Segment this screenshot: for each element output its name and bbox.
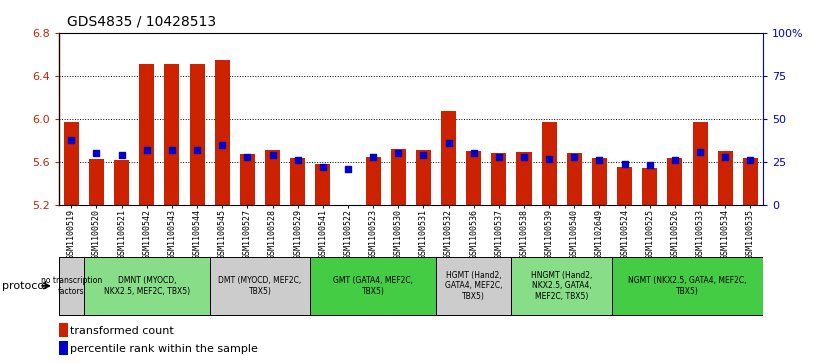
Bar bbox=[743, 158, 758, 205]
Point bbox=[291, 158, 304, 163]
Point bbox=[317, 164, 330, 170]
Text: GMT (GATA4, MEF2C,
TBX5): GMT (GATA4, MEF2C, TBX5) bbox=[333, 276, 413, 295]
Point bbox=[215, 142, 228, 148]
Point bbox=[140, 147, 153, 153]
Point bbox=[517, 154, 530, 160]
Point bbox=[668, 158, 681, 163]
Bar bbox=[466, 151, 481, 205]
Bar bbox=[617, 167, 632, 205]
Point bbox=[341, 166, 354, 172]
Bar bbox=[567, 154, 582, 205]
Bar bbox=[542, 122, 557, 205]
Point bbox=[166, 147, 179, 153]
Text: GDS4835 / 10428513: GDS4835 / 10428513 bbox=[67, 15, 216, 29]
Point bbox=[643, 163, 656, 168]
Text: NGMT (NKX2.5, GATA4, MEF2C,
TBX5): NGMT (NKX2.5, GATA4, MEF2C, TBX5) bbox=[628, 276, 747, 295]
Bar bbox=[718, 151, 733, 205]
Point bbox=[266, 152, 279, 158]
Bar bbox=[164, 64, 180, 205]
Text: transformed count: transformed count bbox=[70, 326, 174, 336]
Point bbox=[366, 154, 379, 160]
Text: HNGMT (Hand2,
NKX2.5, GATA4,
MEF2C, TBX5): HNGMT (Hand2, NKX2.5, GATA4, MEF2C, TBX5… bbox=[531, 271, 592, 301]
Point bbox=[568, 154, 581, 160]
Point bbox=[694, 149, 707, 155]
Point bbox=[744, 158, 757, 163]
Bar bbox=[310, 257, 436, 315]
Bar bbox=[59, 257, 84, 315]
Point bbox=[468, 151, 481, 156]
Point bbox=[392, 151, 405, 156]
Bar bbox=[391, 149, 406, 205]
Bar bbox=[210, 257, 310, 315]
Bar bbox=[667, 158, 682, 205]
Bar bbox=[59, 323, 68, 338]
Bar bbox=[612, 257, 763, 315]
Bar bbox=[240, 154, 255, 205]
Bar bbox=[64, 122, 79, 205]
Bar bbox=[642, 168, 658, 205]
Point bbox=[417, 152, 430, 158]
Bar bbox=[693, 122, 707, 205]
Bar bbox=[59, 341, 68, 355]
Bar bbox=[512, 257, 612, 315]
Text: DMT (MYOCD, MEF2C,
TBX5): DMT (MYOCD, MEF2C, TBX5) bbox=[219, 276, 302, 295]
Bar bbox=[189, 64, 205, 205]
Point bbox=[442, 140, 455, 146]
Bar bbox=[416, 150, 431, 205]
Point bbox=[618, 161, 631, 167]
Bar bbox=[114, 160, 129, 205]
Bar bbox=[491, 154, 507, 205]
Text: HGMT (Hand2,
GATA4, MEF2C,
TBX5): HGMT (Hand2, GATA4, MEF2C, TBX5) bbox=[445, 271, 503, 301]
Text: protocol: protocol bbox=[2, 281, 47, 291]
Point bbox=[241, 154, 254, 160]
Bar bbox=[290, 158, 305, 205]
Bar bbox=[84, 257, 210, 315]
Bar bbox=[265, 150, 280, 205]
Bar bbox=[441, 111, 456, 205]
Point bbox=[115, 152, 128, 158]
Point bbox=[719, 154, 732, 160]
Text: percentile rank within the sample: percentile rank within the sample bbox=[70, 344, 258, 354]
Bar bbox=[436, 257, 512, 315]
Text: no transcription
factors: no transcription factors bbox=[41, 276, 102, 295]
Bar bbox=[215, 60, 230, 205]
Point bbox=[64, 137, 78, 143]
Point bbox=[593, 158, 606, 163]
Point bbox=[90, 151, 103, 156]
Bar bbox=[592, 158, 607, 205]
Bar bbox=[340, 205, 356, 213]
Bar bbox=[366, 156, 381, 205]
Bar bbox=[517, 152, 531, 205]
Bar bbox=[315, 164, 330, 205]
Bar bbox=[140, 64, 154, 205]
Point bbox=[191, 147, 204, 153]
Point bbox=[492, 154, 505, 160]
Bar bbox=[89, 159, 104, 205]
Point bbox=[543, 156, 556, 162]
Text: DMNT (MYOCD,
NKX2.5, MEF2C, TBX5): DMNT (MYOCD, NKX2.5, MEF2C, TBX5) bbox=[104, 276, 190, 295]
